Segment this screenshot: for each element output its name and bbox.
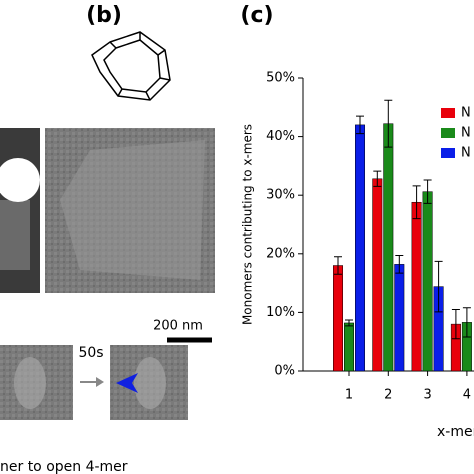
error-bar	[412, 185, 421, 220]
x-axis-label: x-mer	[437, 424, 474, 440]
error-bar	[334, 256, 342, 275]
legend-swatch	[441, 108, 455, 118]
afm-feature	[14, 357, 46, 409]
legend-label: N	[461, 146, 471, 161]
bar	[394, 264, 405, 372]
afm-feature	[0, 158, 40, 202]
pointer	[116, 373, 138, 393]
chart: 0% 10% 20% 30% 40% 50% Monomers contributing t…	[241, 71, 474, 440]
x-tick-label: 1	[345, 388, 353, 403]
y-tick-label: 40%	[266, 129, 295, 144]
arrow-head	[96, 377, 104, 387]
afm-feature	[0, 200, 30, 270]
error-bar	[373, 170, 382, 187]
error-bar	[395, 255, 404, 274]
x-tick-label: 3	[423, 388, 431, 403]
error-bar	[384, 99, 393, 148]
error-bar	[345, 319, 353, 327]
bar	[333, 265, 343, 372]
y-tick-label: 20%	[266, 246, 295, 261]
caption: ner to open 4-mer	[0, 459, 128, 474]
y-tick-label: 10%	[266, 305, 295, 320]
legend-swatch	[441, 128, 455, 138]
bar	[422, 191, 433, 372]
legend-swatch	[441, 148, 455, 158]
y-tick-label: 0%	[274, 364, 295, 379]
error-bar	[462, 307, 471, 338]
bar	[383, 123, 394, 372]
afm-feature	[60, 140, 205, 280]
x-tick-label: 4	[463, 388, 471, 403]
legend-label: N	[461, 126, 471, 141]
y-tick-label: 30%	[266, 188, 295, 203]
bar	[372, 178, 383, 372]
x-tick-label: 2	[384, 388, 392, 403]
legend-label: N	[461, 106, 471, 121]
error-bar	[434, 260, 443, 313]
bar	[344, 322, 354, 372]
error-bar	[451, 308, 460, 340]
panel-label: (b)	[86, 3, 122, 28]
bar	[411, 201, 422, 372]
scale-bar-label: 200 nm	[153, 319, 203, 334]
panel-label: (c)	[240, 3, 273, 28]
y-axis-label: Monomers contributing to x-mers	[241, 124, 255, 325]
error-bar	[423, 179, 432, 204]
time-label: 50s	[78, 345, 103, 361]
molecule-sketch	[91, 31, 171, 101]
error-bar	[356, 115, 364, 135]
afm-feature	[134, 357, 166, 409]
y-tick-label: 50%	[266, 71, 295, 86]
bar	[355, 124, 365, 372]
